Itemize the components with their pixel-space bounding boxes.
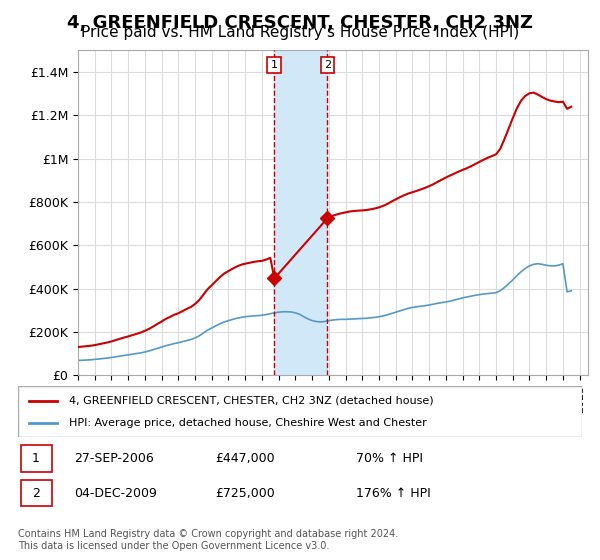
Text: 2: 2 (32, 487, 40, 500)
FancyBboxPatch shape (21, 445, 52, 472)
Text: 2: 2 (324, 60, 331, 70)
Text: 70% ↑ HPI: 70% ↑ HPI (356, 452, 424, 465)
Text: 176% ↑ HPI: 176% ↑ HPI (356, 487, 431, 500)
Text: 4, GREENFIELD CRESCENT, CHESTER, CH2 3NZ (detached house): 4, GREENFIELD CRESCENT, CHESTER, CH2 3NZ… (69, 395, 433, 405)
Text: 1: 1 (32, 452, 40, 465)
Text: 4, GREENFIELD CRESCENT, CHESTER, CH2 3NZ: 4, GREENFIELD CRESCENT, CHESTER, CH2 3NZ (67, 14, 533, 32)
Text: £725,000: £725,000 (215, 487, 275, 500)
Text: £447,000: £447,000 (215, 452, 275, 465)
Text: HPI: Average price, detached house, Cheshire West and Chester: HPI: Average price, detached house, Ches… (69, 418, 427, 428)
FancyBboxPatch shape (21, 480, 52, 506)
Text: Contains HM Land Registry data © Crown copyright and database right 2024.
This d: Contains HM Land Registry data © Crown c… (18, 529, 398, 551)
FancyBboxPatch shape (18, 386, 582, 437)
Text: 04-DEC-2009: 04-DEC-2009 (74, 487, 157, 500)
Text: Price paid vs. HM Land Registry's House Price Index (HPI): Price paid vs. HM Land Registry's House … (81, 25, 519, 40)
Text: 1: 1 (271, 60, 278, 70)
Bar (274, 50, 328, 375)
Text: 27-SEP-2006: 27-SEP-2006 (74, 452, 154, 465)
